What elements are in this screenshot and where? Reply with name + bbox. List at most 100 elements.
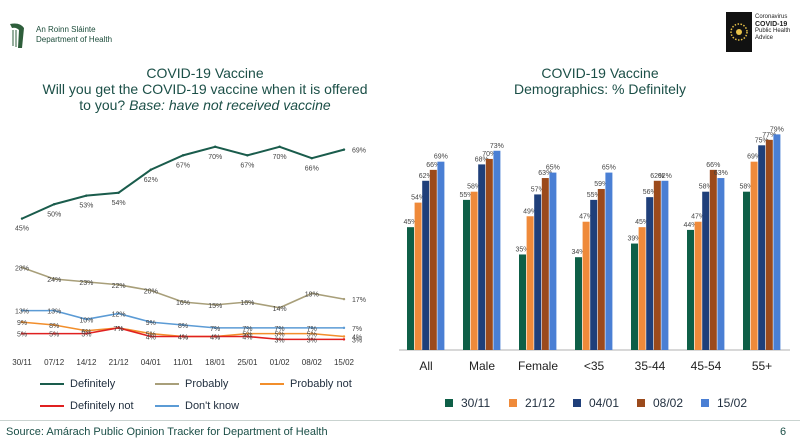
line-x-tick-11-01: 11/01 [173, 358, 193, 367]
bar-label-35-04-01: 55% [587, 192, 601, 199]
advice-line-3: Public Health [755, 28, 791, 34]
line-label-probably-6: 15% [208, 303, 222, 310]
line-x-tick-04-01: 04/01 [141, 358, 162, 367]
bar-55-21-12 [750, 161, 758, 350]
legend-item-definitely-not: Definitely not [40, 400, 134, 412]
bar-35-44-21-12 [638, 227, 646, 350]
line-point-definitely-9 [310, 157, 313, 160]
line-label-probably-10: 17% [352, 297, 366, 304]
bar-male-15-02 [493, 150, 501, 350]
bar-all-15-02 [437, 161, 445, 350]
bar-label-55-21-12: 69% [747, 154, 761, 161]
line-x-tick-01-02: 01/02 [270, 358, 291, 367]
bar-label-male-21-12: 58% [467, 184, 481, 191]
line-label-probably-1: 24% [47, 277, 61, 284]
department-name-english: Department of Health [36, 35, 113, 44]
bar-label-35-44-30-11: 39% [627, 236, 641, 243]
department-name: An Roinn Sláinte Department of Health [36, 25, 112, 45]
bar-label-all-30-11: 45% [403, 219, 417, 226]
line-chart-base: Base: have not received vaccine [129, 97, 331, 113]
line-label-probably-not-2: 6% [81, 329, 91, 336]
line-point-don-t-know-10 [342, 326, 346, 330]
department-logo: An Roinn Sláinte Department of Health [6, 22, 126, 52]
public-health-advice-logo: Coronavirus COVID-19 Public Health Advic… [726, 12, 792, 52]
bar-label-all-15-02: 69% [434, 154, 448, 161]
bar-label-55-15-02: 79% [770, 126, 784, 133]
line-label-definitely-3: 54% [112, 200, 126, 207]
harp-icon [10, 23, 24, 48]
line-point-probably-not-8 [278, 332, 281, 335]
bar-45-54-08-02 [709, 169, 717, 350]
line-label-definitely-not-2: 5% [81, 332, 91, 339]
line-label-definitely-8: 70% [273, 154, 287, 161]
legend-item-probably-not: Probably not [260, 378, 352, 390]
bar-legend-label-30-11: 30/11 [461, 396, 491, 410]
bar-label-all-04-01: 62% [419, 173, 433, 180]
line-point-definitely-not-8 [278, 338, 281, 341]
bar-35-44-30-11 [631, 243, 638, 350]
bar-x-tick-male: Male [469, 359, 495, 373]
line-point-definitely-10 [342, 148, 346, 151]
line-point-don-t-know-2 [85, 318, 88, 321]
bar-legend-swatch-15-02 [701, 399, 709, 407]
line-point-definitely-not-0 [20, 332, 24, 335]
line-point-definitely-not-4 [149, 335, 152, 338]
line-point-definitely-not-3 [117, 326, 120, 330]
bar-label-female-08-02: 63% [538, 170, 552, 177]
bar-label-female-15-02: 65% [546, 165, 560, 172]
bar-label-all-08-02: 66% [426, 162, 440, 169]
bar-chart-title: COVID-19 Vaccine [541, 65, 659, 81]
legend-item-definitely: Definitely [40, 378, 115, 390]
line-x-tick-18-01: 18/01 [205, 358, 226, 367]
bar-label-all-21-12: 54% [411, 195, 425, 202]
advice-line-1: Coronavirus [755, 14, 788, 20]
bar-label-35-21-12: 47% [579, 214, 593, 221]
line-label-definitely-not-0: 5% [17, 332, 27, 339]
line-point-definitely-5 [181, 154, 185, 157]
line-point-don-t-know-6 [214, 326, 217, 330]
bar-legend-item-30-11: 30/11 [445, 396, 490, 410]
bar-all-04-01 [422, 180, 430, 350]
line-label-definitely-not-5: 4% [178, 335, 188, 342]
line-label-don-t-know-7: 7% [242, 326, 252, 333]
bar-x-tick-55: 55+ [752, 359, 772, 373]
line-point-probably-9 [310, 292, 313, 295]
line-label-probably-not-6: 4% [210, 335, 220, 342]
bar-45-54-30-11 [687, 229, 694, 350]
bar-female-15-02 [549, 172, 557, 350]
line-point-probably-not-0 [20, 320, 24, 324]
line-label-probably-not-5: 4% [178, 335, 188, 342]
bar-all-30-11 [407, 227, 414, 350]
bar-35-44-15-02 [661, 180, 669, 350]
bar-label-35-44-08-02: 62% [650, 173, 664, 180]
bar-45-54-15-02 [717, 178, 725, 350]
bar-label-35-08-02: 59% [594, 181, 608, 188]
bar-chart-subtitle: Demographics: % Definitely [514, 81, 686, 97]
line-label-don-t-know-4: 9% [146, 320, 156, 327]
line-label-probably-not-4: 5% [146, 332, 156, 339]
line-chart: 30/11 07/12 14/12 21/12 04/01 11/01 18/01 25/01… [12, 145, 366, 367]
bar-label-35-44-15-02: 62% [658, 173, 672, 180]
line-point-probably-1 [53, 277, 56, 281]
line-point-don-t-know-8 [278, 326, 281, 330]
bar-55-30-11 [743, 191, 750, 350]
bar-label-45-54-04-01: 58% [699, 184, 713, 191]
line-point-don-t-know-1 [53, 309, 56, 312]
line-label-probably-not-0: 9% [17, 320, 27, 327]
bar-legend-swatch-04-01 [573, 399, 581, 407]
line-chart-question: Will you get the COVID-19 vaccine when i… [42, 81, 368, 113]
bar-legend-swatch-21-12 [509, 399, 517, 407]
line-label-don-t-know-5: 8% [178, 323, 188, 330]
line-label-definitely-not-7: 4% [242, 335, 252, 342]
bar-35-04-01 [590, 199, 598, 350]
line-label-definitely-10: 69% [352, 148, 366, 155]
line-chart-title: COVID-19 Vaccine [146, 65, 264, 81]
line-point-probably-7 [246, 300, 249, 304]
bar-45-54-21-12 [694, 221, 702, 350]
line-point-definitely-not-1 [53, 332, 56, 335]
bar-label-35-44-21-12: 45% [635, 219, 649, 226]
virus-icon [726, 12, 752, 52]
bar-label-female-21-12: 49% [523, 208, 537, 215]
line-point-definitely-4 [149, 168, 152, 171]
line-point-probably-not-4 [149, 332, 152, 335]
